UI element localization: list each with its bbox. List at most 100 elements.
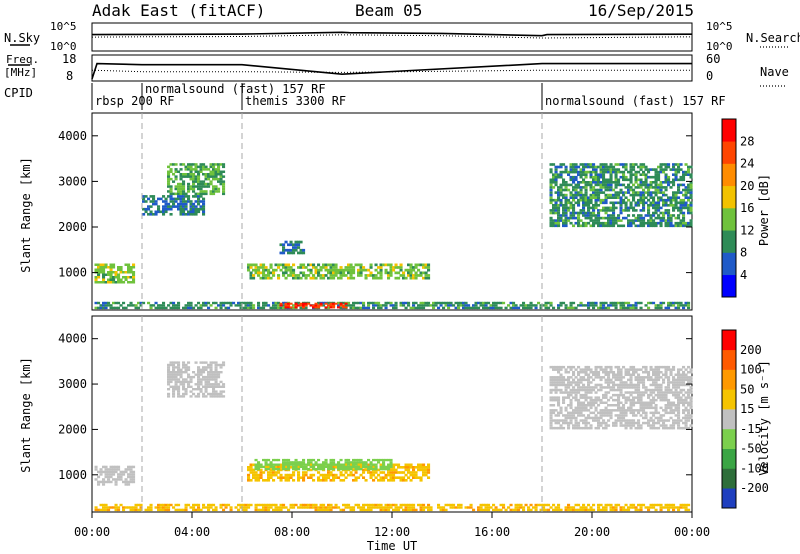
heatmap-cell — [594, 391, 598, 394]
heatmap-cell — [589, 404, 593, 407]
heatmap-cell — [592, 386, 596, 389]
heatmap-cell — [647, 204, 651, 207]
heatmap-cell — [679, 191, 683, 194]
heatmap-cell — [597, 181, 601, 184]
heatmap-cell — [104, 508, 108, 512]
heatmap-cell — [249, 463, 253, 467]
heatmap-cell — [327, 304, 331, 307]
heatmap-cell — [197, 210, 201, 214]
heatmap-cell — [574, 388, 578, 392]
heatmap-cell — [627, 508, 631, 512]
heatmap-cell — [439, 304, 443, 307]
heatmap-cell — [299, 263, 303, 267]
heatmap-cell — [207, 363, 211, 367]
heatmap-cell — [627, 306, 631, 310]
heatmap-cell — [624, 383, 628, 387]
heatmap-cell — [682, 221, 686, 225]
heatmap-cell — [589, 396, 593, 399]
heatmap-cell — [112, 306, 116, 310]
heatmap-cell — [592, 175, 596, 179]
heatmap-cell — [349, 268, 353, 272]
heatmap-cell — [619, 196, 623, 199]
heatmap-cell — [644, 391, 648, 394]
heatmap-cell — [627, 170, 631, 174]
heatmap-cell — [264, 503, 268, 507]
heatmap-cell — [202, 168, 206, 171]
heatmap-cell — [587, 206, 591, 210]
heatmap-cell — [567, 209, 571, 212]
heatmap-cell — [587, 304, 591, 307]
heatmap-cell — [637, 224, 641, 228]
heatmap-cell — [374, 458, 378, 462]
heatmap-cell — [157, 506, 161, 509]
heatmap-cell — [689, 398, 693, 402]
heatmap-cell — [177, 508, 181, 512]
heatmap-cell — [687, 391, 691, 394]
heatmap-cell — [652, 503, 656, 507]
heatmap-cell — [634, 304, 638, 307]
y-tick-label: 2000 — [58, 220, 87, 234]
heatmap-cell — [362, 463, 366, 466]
heatmap-cell — [659, 388, 663, 392]
colorbar-tick: 100 — [740, 363, 762, 377]
heatmap-cell — [632, 503, 636, 507]
heatmap-cell — [594, 406, 598, 410]
heatmap-cell — [319, 479, 323, 482]
heatmap-cell — [689, 196, 693, 199]
heatmap-cell — [182, 395, 186, 398]
heatmap-cell — [554, 198, 558, 202]
heatmap-cell — [589, 181, 593, 184]
heatmap-cell — [599, 173, 603, 176]
heatmap-cell — [119, 271, 123, 274]
heatmap-cell — [644, 388, 648, 392]
heatmap-cell — [687, 376, 691, 379]
heatmap-cell — [279, 466, 283, 469]
heatmap-cell — [332, 476, 336, 479]
heatmap-cell — [559, 216, 563, 220]
heatmap-cell — [662, 419, 666, 422]
heatmap-cell — [189, 304, 193, 307]
heatmap-cell — [212, 168, 216, 171]
heatmap-cell — [554, 398, 558, 402]
heatmap-cell — [619, 401, 623, 404]
heatmap-cell — [169, 375, 173, 379]
heatmap-cell — [97, 480, 101, 484]
heatmap-cell — [322, 473, 326, 477]
heatmap-cell — [509, 301, 513, 305]
heatmap-cell — [552, 206, 556, 210]
heatmap-cell — [607, 411, 611, 415]
heatmap-cell — [674, 170, 678, 174]
heatmap-cell — [639, 404, 643, 407]
heatmap-cell — [644, 376, 648, 379]
heatmap-cell — [447, 503, 451, 507]
heatmap-cell — [107, 473, 111, 476]
heatmap-cell — [102, 470, 106, 474]
heatmap-cell — [579, 301, 583, 305]
heatmap-cell — [319, 506, 323, 509]
heatmap-cell — [109, 468, 113, 471]
heatmap-cell — [642, 391, 646, 394]
heatmap-cell — [689, 181, 693, 184]
heatmap-cell — [677, 378, 681, 382]
heatmap-cell — [404, 466, 408, 469]
heatmap-cell — [557, 371, 561, 374]
heatmap-cell — [677, 376, 681, 379]
heatmap-cell — [187, 361, 191, 364]
heatmap-cell — [569, 168, 573, 171]
heatmap-cell — [654, 306, 658, 310]
heatmap-cell — [277, 468, 281, 471]
heatmap-cell — [557, 508, 561, 512]
heatmap-cell — [632, 304, 636, 307]
heatmap-cell — [587, 404, 591, 407]
heatmap-cell — [607, 306, 611, 310]
heatmap-cell — [684, 406, 688, 410]
heatmap-cell — [437, 306, 441, 310]
heatmap-cell — [604, 424, 608, 427]
heatmap-cell — [272, 268, 276, 272]
heatmap-cell — [102, 478, 106, 481]
heatmap-cell — [479, 506, 483, 509]
heatmap-cell — [664, 376, 668, 379]
heatmap-cell — [414, 471, 418, 474]
heatmap-cell — [189, 378, 193, 381]
heatmap-cell — [552, 409, 556, 412]
